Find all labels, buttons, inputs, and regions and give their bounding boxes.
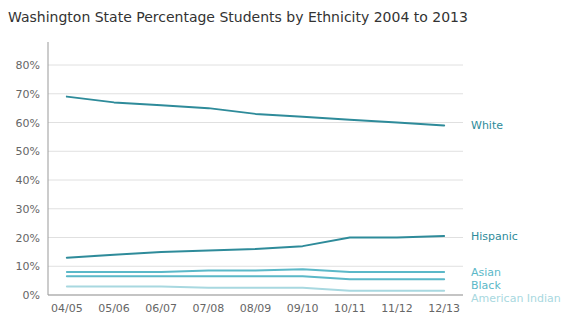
grid-line (48, 295, 463, 296)
lines (67, 97, 444, 291)
series-line (67, 286, 444, 290)
title: Washington State Percentage Students by … (8, 9, 468, 25)
y-tick-label: 50% (16, 145, 40, 158)
y-axis-line (48, 42, 49, 295)
grid-line (48, 180, 463, 181)
y-tick-label: 0% (23, 289, 40, 302)
series-label: American Indian (471, 292, 561, 305)
grid-line (48, 266, 463, 267)
y-tick-label: 10% (16, 260, 40, 273)
series-line (67, 97, 444, 126)
series-label: White (471, 119, 503, 132)
x-tick-label: 08/09 (240, 302, 272, 315)
series-label: Hispanic (471, 230, 518, 243)
y-tick-label: 30% (16, 203, 40, 216)
y-tick-label: 70% (16, 88, 40, 101)
grid-line (48, 208, 463, 209)
series-label: Black (471, 279, 501, 292)
grid-line (48, 93, 463, 94)
x-tick-label: 04/05 (51, 302, 83, 315)
x-tick-label: 10/11 (334, 302, 366, 315)
grid-line (48, 65, 463, 66)
x-tick-label: 05/06 (98, 302, 130, 315)
y-tick-label: 20% (16, 232, 40, 245)
grid-line (48, 151, 463, 152)
x-tick-label: 12/13 (428, 302, 460, 315)
x-tick-label: 06/07 (145, 302, 177, 315)
series-label: Asian (471, 266, 501, 279)
x-tick-label: 07/08 (192, 302, 224, 315)
x-tick-label: 11/12 (381, 302, 413, 315)
series-line (67, 236, 444, 258)
y-tick-label: 60% (16, 117, 40, 130)
x-tick-label: 09/10 (287, 302, 319, 315)
series-line (67, 276, 444, 279)
y-tick-label: 80% (16, 59, 40, 72)
series-line (67, 269, 444, 272)
y-tick-label: 40% (16, 174, 40, 187)
x-axis-line (48, 295, 463, 296)
chart: Washington State Percentage Students by … (0, 0, 575, 325)
